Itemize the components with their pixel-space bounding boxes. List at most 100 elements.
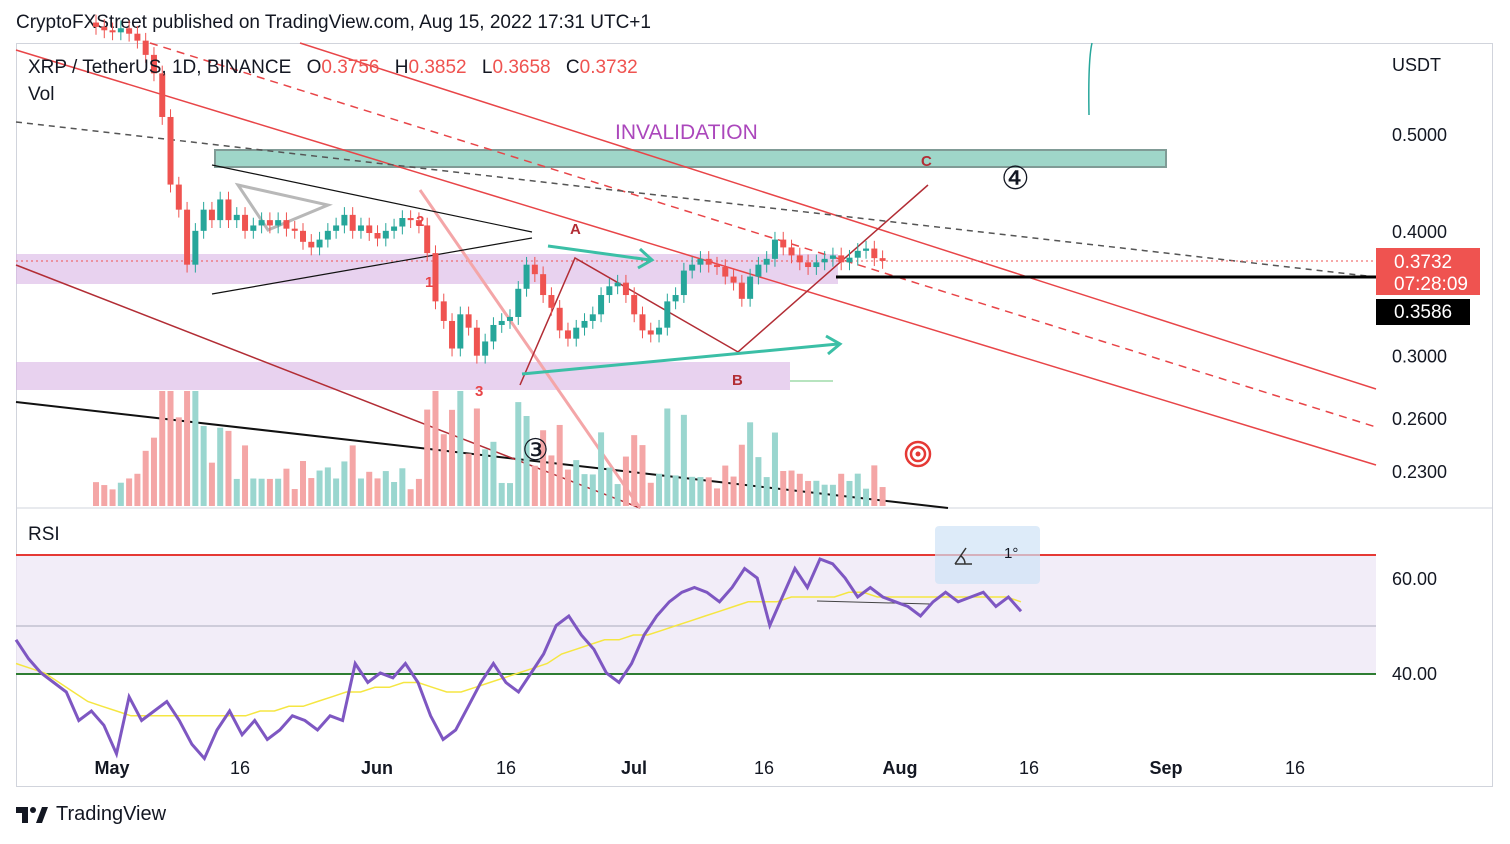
time-tick-label: 16: [496, 758, 516, 778]
volume-bar: [697, 477, 704, 506]
volume-bar: [829, 484, 836, 506]
volume-bar: [432, 391, 439, 506]
candle-body: [316, 239, 323, 248]
candle-body: [324, 230, 331, 240]
rsi-label[interactable]: RSI: [28, 524, 60, 545]
candle-body: [449, 320, 456, 349]
symbol-name[interactable]: XRP / TetherUS, 1D, BINANCE: [28, 57, 292, 78]
volume-bar: [473, 408, 480, 506]
wave-1-label: 1: [425, 274, 433, 291]
candle-body: [225, 199, 232, 221]
published-caption: CryptoFXStreet published on TradingView.…: [16, 12, 651, 33]
time-tick-label: Sep: [1149, 758, 1182, 778]
volume-bar: [415, 478, 422, 506]
candle-body: [482, 341, 489, 356]
volume-bar: [424, 409, 431, 506]
candle-body: [507, 316, 513, 321]
volume-bar: [208, 462, 215, 506]
volume-bar: [242, 445, 249, 506]
high-value: 0.3852: [408, 57, 467, 78]
candle-body: [134, 33, 141, 41]
close-value: 0.3732: [579, 57, 638, 78]
candle-body: [150, 54, 157, 74]
volume-bar: [159, 391, 166, 506]
candle-body: [540, 274, 547, 296]
triangle-upper-line: [211, 164, 533, 233]
volume-bar: [134, 473, 141, 506]
volume-bar: [109, 489, 116, 506]
volume-bar: [225, 430, 232, 506]
chart-frame[interactable]: [16, 43, 1493, 787]
tradingview-brand: TradingView: [56, 803, 167, 825]
volume-bar: [796, 473, 803, 506]
candle-body: [109, 30, 116, 33]
volume-bar: [258, 478, 265, 506]
candle-body: [614, 282, 621, 287]
wave-b-label: B: [732, 372, 743, 389]
level-price-value: 0.3586: [1394, 302, 1452, 323]
volume-bar: [308, 478, 315, 506]
candle-body: [788, 247, 795, 256]
volume-bar: [324, 467, 331, 506]
volume-bar: [581, 474, 588, 506]
close-label: C: [565, 57, 580, 78]
candle-body: [473, 327, 480, 356]
volume-bar: [647, 482, 654, 506]
target-icon: [904, 440, 932, 468]
candle-body: [838, 255, 845, 263]
candle-body: [200, 209, 207, 231]
volume-bar: [672, 475, 679, 506]
candle-body: [714, 264, 720, 268]
candle-body: [391, 226, 398, 231]
candle-body: [647, 330, 654, 335]
tradingview-footer[interactable]: TradingView: [16, 803, 166, 826]
time-tick-label: 16: [230, 758, 250, 778]
open-value: 0.3756: [321, 57, 380, 78]
candle-body: [490, 324, 497, 342]
candle-body: [738, 282, 745, 299]
low-label: L: [481, 57, 493, 78]
volume-bar: [266, 478, 273, 506]
volume-bar: [482, 449, 489, 506]
volume-bar: [465, 453, 472, 506]
volume-label[interactable]: Vol: [28, 84, 55, 105]
volume-bar: [606, 467, 613, 506]
candle-body: [159, 73, 166, 117]
volume-bar: [142, 450, 149, 506]
lower-support-zone: [16, 362, 790, 390]
volume-bar: [589, 474, 596, 506]
wave-c-label: C: [921, 153, 932, 170]
wave-a-label: A: [570, 221, 581, 238]
candle-body: [192, 230, 199, 265]
candle-body: [275, 220, 282, 226]
candle-body: [548, 295, 555, 308]
rsi-band: [16, 555, 1376, 674]
volume-bar: [275, 478, 282, 506]
candle-body: [175, 184, 182, 210]
volume-bar: [863, 488, 870, 506]
volume-bar: [805, 480, 812, 506]
volume-bar: [821, 484, 828, 506]
candle-body: [573, 327, 580, 339]
teal-arrow-lower-head: [825, 334, 843, 356]
volume-bar: [200, 426, 207, 506]
candle-body: [432, 253, 439, 302]
volume-bar: [300, 461, 306, 506]
candle-body: [333, 225, 340, 231]
candle-body: [283, 220, 290, 229]
volume-bar: [126, 478, 133, 506]
candle-body: [308, 241, 315, 248]
countdown-value: 07:28:09: [1394, 274, 1468, 295]
volume-bar: [838, 473, 845, 506]
volume-bar: [440, 434, 447, 506]
candle-body: [730, 276, 737, 283]
candle-body: [531, 264, 538, 275]
candle-body: [424, 225, 431, 254]
volume-bar: [639, 445, 646, 506]
candle-body: [184, 209, 191, 265]
volume-bar: [548, 455, 555, 506]
angle-tool-widget[interactable]: [935, 526, 1040, 584]
volume-bar: [813, 480, 820, 506]
volume-bar: [730, 476, 737, 506]
